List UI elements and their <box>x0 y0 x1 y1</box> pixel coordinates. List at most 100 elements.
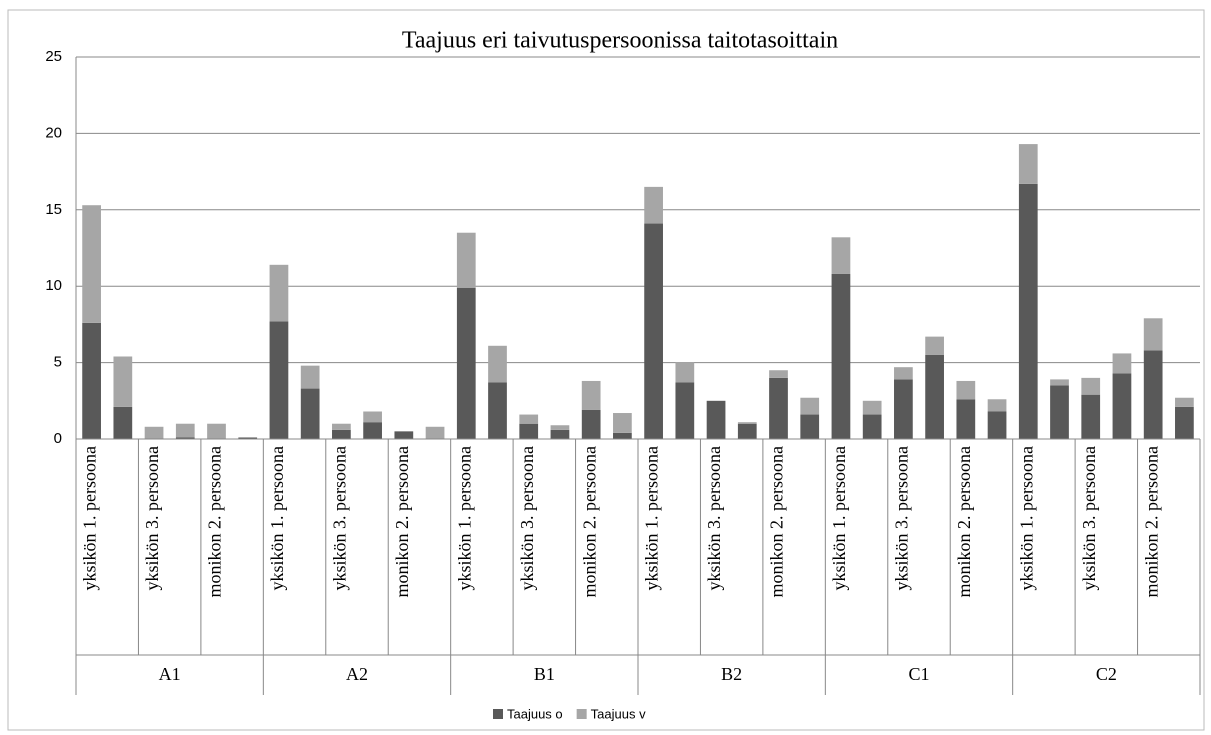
bar-segment <box>644 186 663 224</box>
bar-segment <box>1175 397 1194 407</box>
bar-segment <box>82 322 101 439</box>
bar-segment <box>300 365 320 389</box>
x-tick-label: yksikön 3. persoona <box>704 446 724 590</box>
bar-segment <box>113 406 133 439</box>
bar-segment <box>1018 144 1038 184</box>
x-tick-label: yksikön 3. persoona <box>330 446 350 590</box>
bar-segment <box>175 437 195 439</box>
bar-segment <box>269 321 289 439</box>
bar-segment <box>363 411 382 423</box>
legend-label: Taajuus o <box>507 706 563 721</box>
bar-segment <box>456 287 476 439</box>
bar-segment <box>831 237 851 274</box>
bar-segment <box>82 205 101 323</box>
bar-segment <box>675 362 695 383</box>
bar-segment <box>519 423 539 439</box>
x-tick-label: yksikön 3. persoona <box>1079 446 1099 590</box>
bar-segment <box>613 413 632 433</box>
bar-segment <box>519 414 539 424</box>
group-label: B2 <box>721 664 742 684</box>
bar-segment <box>488 345 507 383</box>
bar-segment <box>1050 379 1069 386</box>
bar-segment <box>613 432 632 439</box>
chart-border <box>7 9 1205 731</box>
bar-segment <box>675 382 695 439</box>
bar-segment <box>862 400 882 415</box>
x-tick-label: yksikön 1. persoona <box>80 446 100 590</box>
bar-segment <box>581 409 601 439</box>
x-tick-label: monikon 2. persoona <box>1141 446 1161 597</box>
x-tick-label: monikon 2. persoona <box>579 446 599 597</box>
y-tick-label: 5 <box>54 354 62 371</box>
bar-segment <box>175 423 195 438</box>
bar-segment <box>581 380 601 410</box>
x-tick-label: yksikön 3. persoona <box>142 446 162 590</box>
bar-segment <box>363 422 382 439</box>
bar-segment <box>987 411 1007 439</box>
x-tick-label: yksikön 1. persoona <box>267 446 287 590</box>
bar-segment <box>300 388 320 439</box>
bar-segment <box>144 426 164 439</box>
bar-segment <box>1143 350 1163 439</box>
legend-swatch <box>493 709 503 719</box>
chart-title: Taajuus eri taivutuspersoonissa taitotas… <box>402 28 838 54</box>
x-tick-label: monikon 2. persoona <box>954 446 974 597</box>
bar-segment <box>238 437 258 439</box>
bar-segment <box>1143 318 1163 351</box>
x-tick-label: yksikön 1. persoona <box>454 446 474 590</box>
bar-segment <box>1175 406 1194 439</box>
bar-segment <box>550 425 570 430</box>
y-tick-label: 25 <box>45 48 62 65</box>
bar-segment <box>956 399 976 439</box>
group-label: A2 <box>346 664 368 684</box>
bar-segment <box>1112 373 1132 439</box>
bar-segment <box>550 429 570 439</box>
bar-segment <box>925 354 944 439</box>
y-tick-label: 10 <box>45 277 62 294</box>
bar-segment <box>425 426 445 439</box>
bar-segment <box>644 223 663 439</box>
bar-segment <box>1081 377 1101 395</box>
x-tick-label: yksikön 1. persoona <box>642 446 662 590</box>
bar-segment <box>1050 385 1069 439</box>
bar-segment <box>737 422 757 424</box>
x-tick-label: monikon 2. persoona <box>392 446 412 597</box>
bar-segment <box>1018 183 1038 439</box>
bar-segment <box>987 399 1007 412</box>
bar-segment <box>769 370 788 378</box>
bar-segment <box>769 377 788 439</box>
bar-segment <box>456 232 476 288</box>
group-label: C1 <box>908 664 929 684</box>
y-tick-label: 20 <box>45 124 62 141</box>
bar-segment <box>1112 353 1132 374</box>
bar-segment <box>800 397 820 415</box>
y-tick-label: 15 <box>45 201 62 218</box>
bar-segment <box>706 400 726 439</box>
bar-segment <box>956 380 976 400</box>
bar-segment <box>394 431 414 439</box>
bar-segment <box>332 429 351 439</box>
bar-segment <box>113 356 133 407</box>
bar-segment <box>737 423 757 439</box>
x-tick-label: monikon 2. persoona <box>767 446 787 597</box>
bar-segment <box>207 423 226 439</box>
bar-segment <box>488 382 507 439</box>
group-label: A1 <box>159 664 181 684</box>
x-tick-label: monikon 2. persoona <box>205 446 225 597</box>
bar-segment <box>894 367 913 380</box>
bar-segment <box>269 264 289 322</box>
x-tick-label: yksikön 1. persoona <box>829 446 849 590</box>
bar-segment <box>332 423 351 430</box>
bar-segment <box>894 379 913 439</box>
x-tick-label: yksikön 1. persoona <box>1016 446 1036 590</box>
x-tick-label: yksikön 3. persoona <box>517 446 537 590</box>
x-tick-label: yksikön 3. persoona <box>892 446 912 590</box>
bar-segment <box>831 273 851 439</box>
bar-segment <box>1081 394 1101 439</box>
legend-swatch <box>576 709 587 719</box>
bar-segment <box>925 336 944 355</box>
legend-label: Taajuus v <box>591 706 646 721</box>
bar-segment <box>800 414 820 439</box>
group-label: C2 <box>1096 664 1117 684</box>
